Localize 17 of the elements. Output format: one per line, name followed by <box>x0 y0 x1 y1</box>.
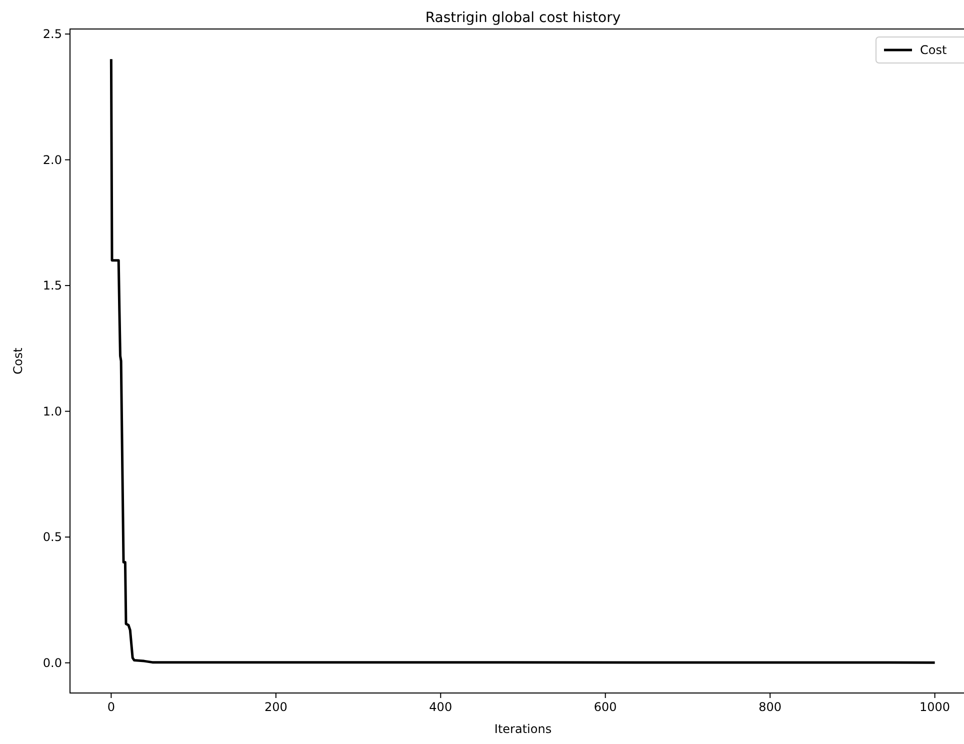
y-tick-label: 0.0 <box>42 656 62 670</box>
x-tick-label: 600 <box>594 700 617 714</box>
x-tick-label: 400 <box>429 700 452 714</box>
y-tick-label: 2.5 <box>42 27 62 42</box>
y-axis-title: Cost <box>11 347 25 374</box>
x-tick-label: 200 <box>264 700 288 714</box>
y-tick-label: 1.5 <box>42 278 62 293</box>
x-tick-label: 0 <box>107 700 115 714</box>
y-tick-label: 1.0 <box>42 404 62 418</box>
x-tick-label: 800 <box>758 700 782 714</box>
legend-label: Cost <box>920 43 947 57</box>
chart-title: Rastrigin global cost history <box>425 10 621 26</box>
line-series <box>110 58 936 664</box>
y-tick-label: 0.5 <box>42 530 62 544</box>
y-tick-label: 2.0 <box>42 152 62 167</box>
x-tick-label: 1000 <box>920 700 950 714</box>
x-axis-title: Iterations <box>494 722 552 736</box>
